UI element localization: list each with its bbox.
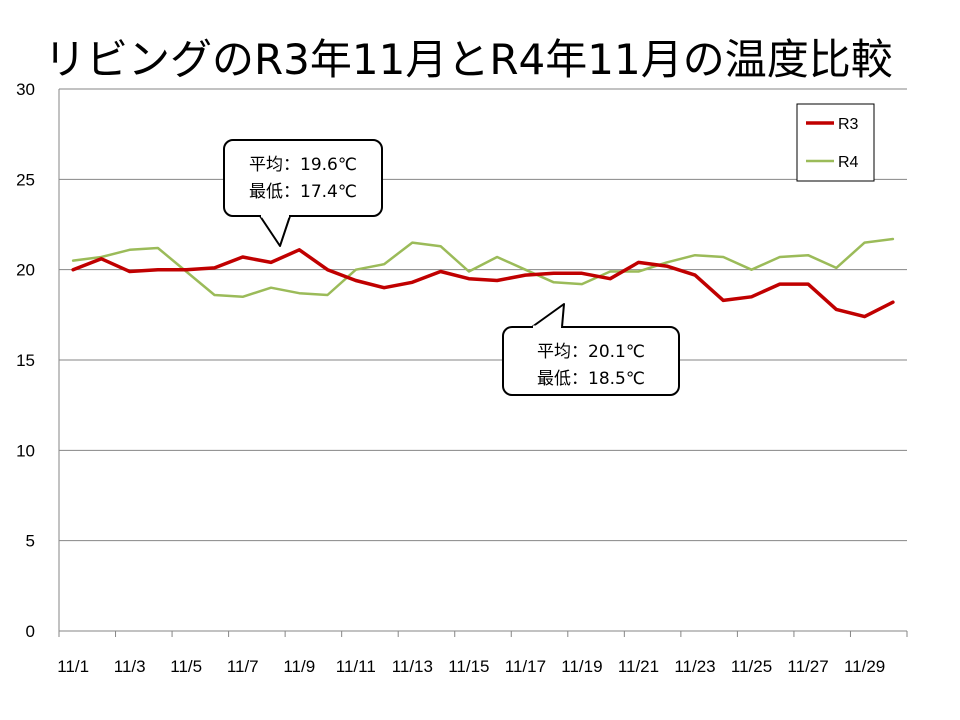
x-tick-label: 11/17 <box>505 657 546 676</box>
callout-R3: 平均：19.6℃ 最低：17.4℃ <box>223 139 383 247</box>
callout-pointer <box>531 303 565 328</box>
x-tick-label: 11/29 <box>844 657 885 676</box>
x-tick-label: 11/15 <box>448 657 489 676</box>
y-tick-label: 20 <box>16 261 35 280</box>
y-tick-label: 0 <box>26 622 35 641</box>
callout-box <box>502 326 680 396</box>
x-tick-label: 11/27 <box>787 657 828 676</box>
chart-title: リビングのR3年11月とR4年11月の温度比較 <box>44 35 893 84</box>
callout-line: 平均：19.6℃ <box>249 155 357 175</box>
y-tick-label: 15 <box>16 351 35 370</box>
x-tick-label: 11/7 <box>227 657 259 676</box>
callout-box <box>223 139 383 217</box>
x-tick-label: 11/25 <box>731 657 772 676</box>
callout-line: 最低：17.4℃ <box>249 182 357 202</box>
x-tick-label: 11/11 <box>336 657 376 676</box>
legend-box <box>796 103 875 182</box>
callout-pointer <box>259 215 291 247</box>
callout-R4: 平均：20.1℃ 最低：18.5℃ <box>502 303 680 396</box>
y-tick-label: 25 <box>16 170 35 189</box>
x-tick-label: 11/9 <box>283 657 315 676</box>
legend-label-R3: R3 <box>838 116 859 133</box>
x-tick-label: 11/21 <box>618 657 659 676</box>
x-tick-label: 11/5 <box>170 657 202 676</box>
x-tick-label: 11/19 <box>561 657 602 676</box>
y-tick-label: 5 <box>26 532 35 551</box>
series-line-R3 <box>71 248 895 319</box>
callout-line: 平均：20.1℃ <box>537 342 645 362</box>
x-tick-label: 11/1 <box>57 657 89 676</box>
legend-label-R4: R4 <box>838 154 859 171</box>
x-tick-label: 11/3 <box>114 657 146 676</box>
y-tick-label: 30 <box>16 80 35 99</box>
series-line-R4 <box>71 237 895 299</box>
callout-line: 最低：18.5℃ <box>537 369 645 389</box>
x-tick-label: 11/23 <box>674 657 715 676</box>
x-tick-label: 11/13 <box>392 657 433 676</box>
y-tick-label: 10 <box>16 441 35 460</box>
